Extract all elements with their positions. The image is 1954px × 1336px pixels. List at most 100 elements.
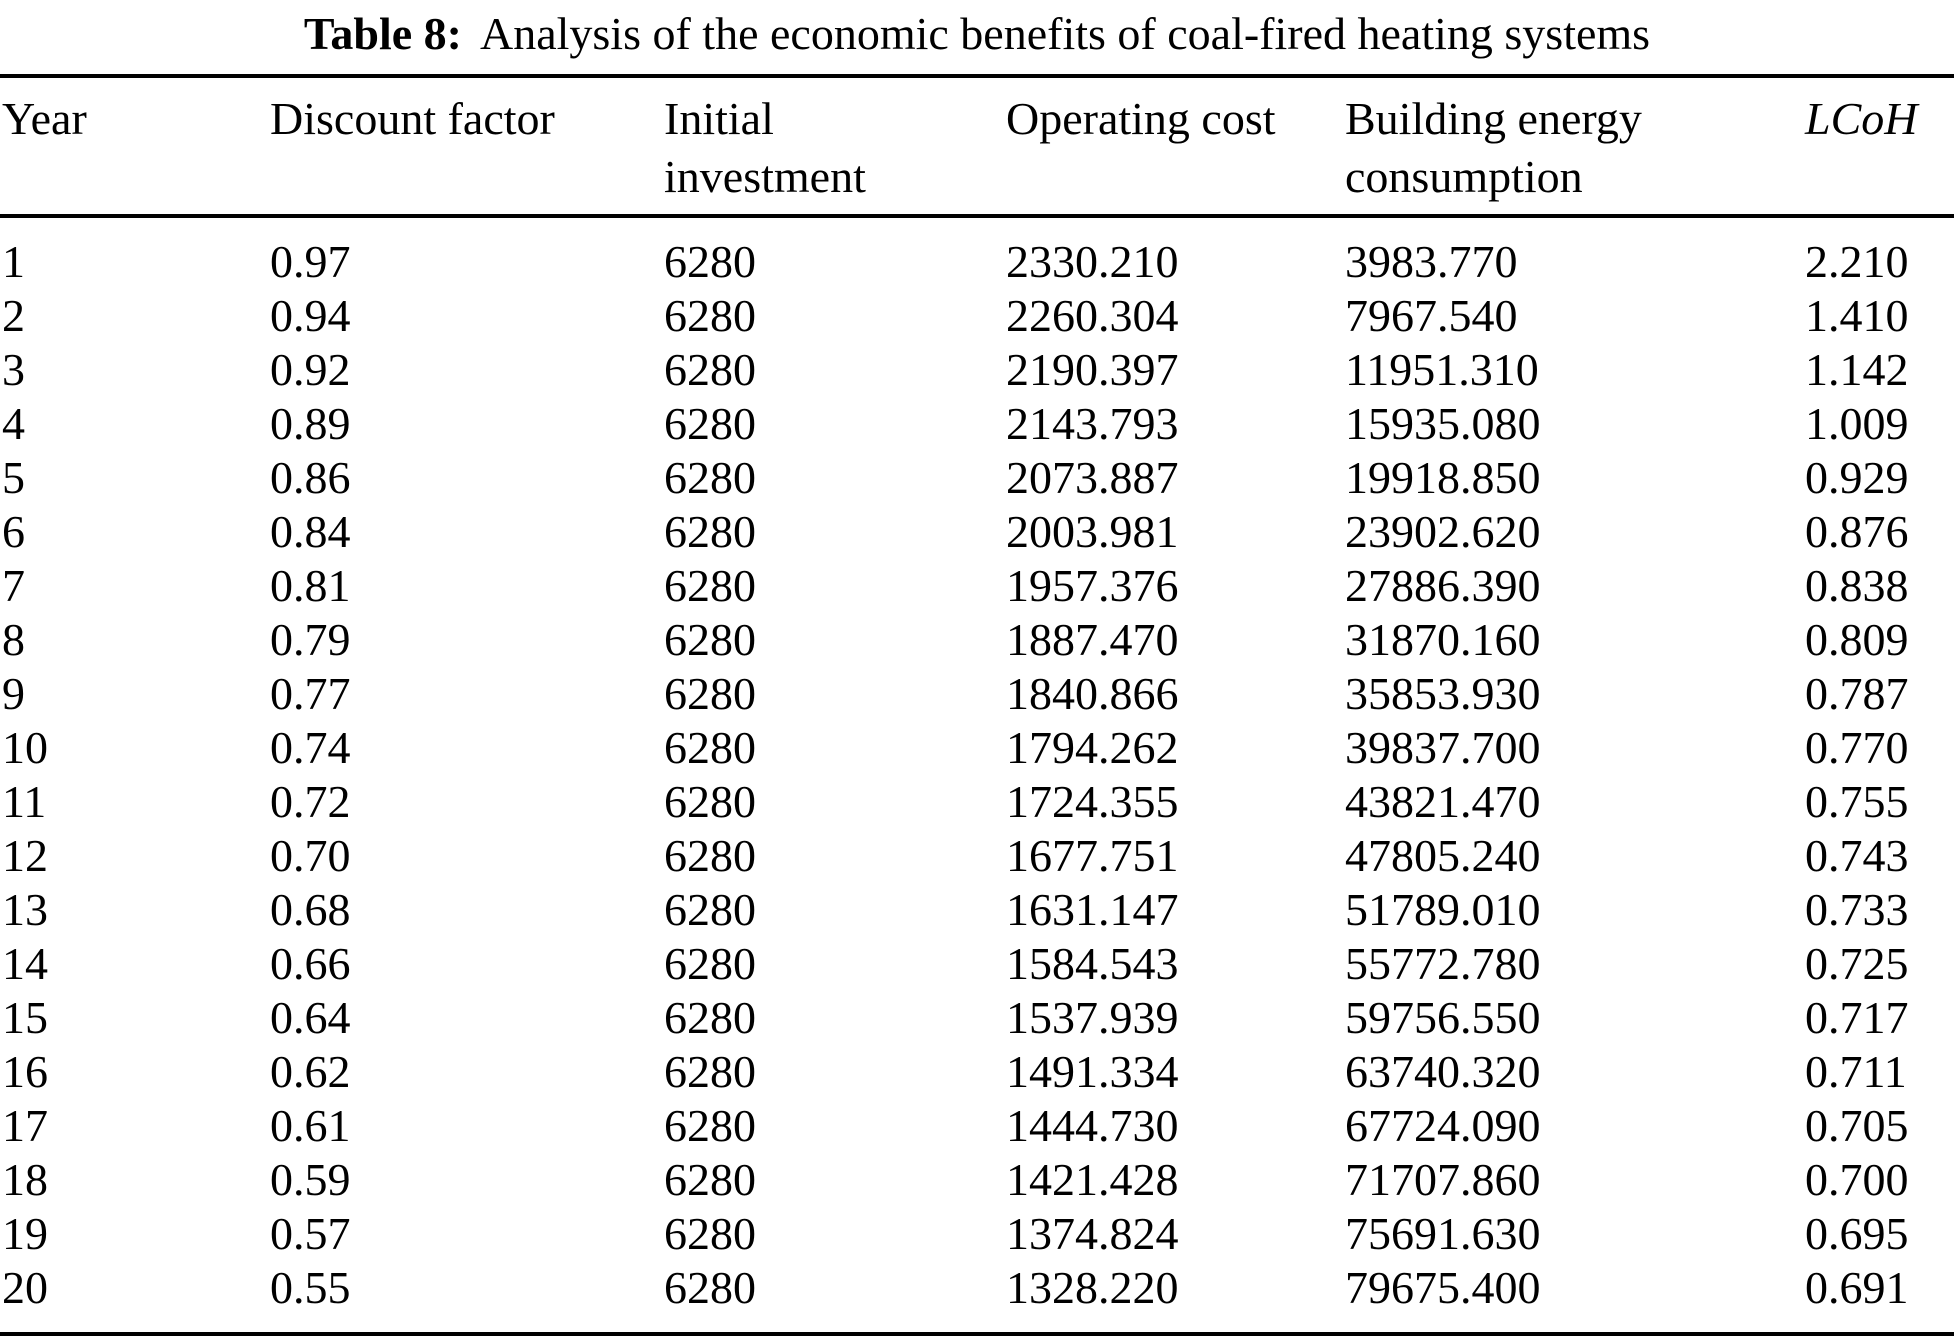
- table-cell: 0.55: [270, 1262, 351, 1313]
- column-header-discount-factor: Discount factor: [270, 76, 664, 218]
- table-header: Year Discount factor Initial investment …: [0, 76, 1954, 218]
- table-cell: 0.68: [270, 884, 351, 935]
- table-cell: 31870.160: [1345, 614, 1541, 665]
- table-row: 14 0.66 6280 1584.543 55772.780 0.725: [0, 937, 1954, 991]
- table-cell: 6280: [664, 236, 756, 287]
- table-cell: 0.64: [270, 992, 351, 1043]
- table-cell: 7: [2, 560, 25, 611]
- table-cell: 0.62: [270, 1046, 351, 1097]
- table-cell: 35853.930: [1345, 668, 1541, 719]
- table-cell: 6280: [664, 1100, 756, 1151]
- table-cell: 0.86: [270, 452, 351, 503]
- table-row: 6 0.84 6280 2003.981 23902.620 0.876: [0, 505, 1954, 559]
- table-cell: 0.77: [270, 668, 351, 719]
- table-row: 20 0.55 6280 1328.220 79675.400 0.691: [0, 1261, 1954, 1334]
- table-cell: 20: [2, 1262, 48, 1313]
- table-cell: 7967.540: [1345, 290, 1518, 341]
- table-cell: 6280: [664, 1154, 756, 1205]
- table-cell: 0.59: [270, 1154, 351, 1205]
- table-cell: 27886.390: [1345, 560, 1541, 611]
- table-cell: 1.009: [1805, 398, 1909, 449]
- table-cell: 0.717: [1805, 992, 1909, 1043]
- table-cell: 6280: [664, 1046, 756, 1097]
- table-row: 11 0.72 6280 1724.355 43821.470 0.755: [0, 775, 1954, 829]
- table-cell: 0.691: [1805, 1262, 1909, 1313]
- table-cell: 1537.939: [1006, 992, 1179, 1043]
- table-cell: 47805.240: [1345, 830, 1541, 881]
- table-cell: 2190.397: [1006, 344, 1179, 395]
- table-cell: 1.410: [1805, 290, 1909, 341]
- table-cell: 6280: [664, 506, 756, 557]
- table-cell: 3: [2, 344, 25, 395]
- table-cell: 1794.262: [1006, 722, 1179, 773]
- table-cell: 0.787: [1805, 668, 1909, 719]
- table-cell: 1.142: [1805, 344, 1909, 395]
- table-cell: 0.84: [270, 506, 351, 557]
- table-cell: 51789.010: [1345, 884, 1541, 935]
- table-cell: 12: [2, 830, 48, 881]
- table-cell: 0.92: [270, 344, 351, 395]
- table-cell: 17: [2, 1100, 48, 1151]
- table-cell: 67724.090: [1345, 1100, 1541, 1151]
- table-cell: 0.57: [270, 1208, 351, 1259]
- table-row: 1 0.97 6280 2330.210 3983.770 2.210: [0, 216, 1954, 289]
- table-cell: 0.929: [1805, 452, 1909, 503]
- table-cell: 6280: [664, 722, 756, 773]
- table-cell: 6280: [664, 560, 756, 611]
- table-cell: 14: [2, 938, 48, 989]
- table-cell: 2003.981: [1006, 506, 1179, 557]
- table-cell: 0.876: [1805, 506, 1909, 557]
- table-cell: 0.74: [270, 722, 351, 773]
- table-cell: 6280: [664, 668, 756, 719]
- table-cell: 1444.730: [1006, 1100, 1179, 1151]
- table-cell: 75691.630: [1345, 1208, 1541, 1259]
- table-cell: 16: [2, 1046, 48, 1097]
- table-cell: 0.70: [270, 830, 351, 881]
- table-cell: 3983.770: [1345, 236, 1518, 287]
- table-cell: 55772.780: [1345, 938, 1541, 989]
- table-row: 12 0.70 6280 1677.751 47805.240 0.743: [0, 829, 1954, 883]
- table-cell: 19: [2, 1208, 48, 1259]
- table-cell: 2.210: [1805, 236, 1909, 287]
- table-cell: 15: [2, 992, 48, 1043]
- table-cell: 9: [2, 668, 25, 719]
- table-cell: 18: [2, 1154, 48, 1205]
- table-row: 18 0.59 6280 1421.428 71707.860 0.700: [0, 1153, 1954, 1207]
- table-cell: 11951.310: [1345, 344, 1539, 395]
- table-cell: 0.838: [1805, 560, 1909, 611]
- table-cell: 6280: [664, 614, 756, 665]
- table-cell: 0.94: [270, 290, 351, 341]
- table-row: 10 0.74 6280 1794.262 39837.700 0.770: [0, 721, 1954, 775]
- table-cell: 2: [2, 290, 25, 341]
- table-cell: 2260.304: [1006, 290, 1179, 341]
- table-cell: 79675.400: [1345, 1262, 1541, 1313]
- table-row: 3 0.92 6280 2190.397 11951.310 1.142: [0, 343, 1954, 397]
- table-cell: 1421.428: [1006, 1154, 1179, 1205]
- table-cell: 0.809: [1805, 614, 1909, 665]
- economics-table: Year Discount factor Initial investment …: [0, 74, 1954, 1336]
- table-cell: 6280: [664, 1208, 756, 1259]
- table-cell: 6280: [664, 452, 756, 503]
- table-cell: 71707.860: [1345, 1154, 1541, 1205]
- table-cell: 1: [2, 236, 25, 287]
- table-cell: 6280: [664, 344, 756, 395]
- table-row: 15 0.64 6280 1537.939 59756.550 0.717: [0, 991, 1954, 1045]
- table-cell: 0.79: [270, 614, 351, 665]
- table-cell: 1491.334: [1006, 1046, 1179, 1097]
- table-cell: 8: [2, 614, 25, 665]
- table-cell: 6280: [664, 830, 756, 881]
- table-cell: 1584.543: [1006, 938, 1179, 989]
- table-cell: 1957.376: [1006, 560, 1179, 611]
- table-cell: 19918.850: [1345, 452, 1541, 503]
- table-cell: 2330.210: [1006, 236, 1179, 287]
- column-header-year: Year: [0, 76, 270, 218]
- table-cell: 1724.355: [1006, 776, 1179, 827]
- table-cell: 6280: [664, 776, 756, 827]
- table-cell: 0.770: [1805, 722, 1909, 773]
- table-cell: 0.97: [270, 236, 351, 287]
- table-cell: 2143.793: [1006, 398, 1179, 449]
- table-cell: 0.711: [1805, 1046, 1907, 1097]
- table-cell: 1631.147: [1006, 884, 1179, 935]
- table-row: 8 0.79 6280 1887.470 31870.160 0.809: [0, 613, 1954, 667]
- table-cell: 39837.700: [1345, 722, 1541, 773]
